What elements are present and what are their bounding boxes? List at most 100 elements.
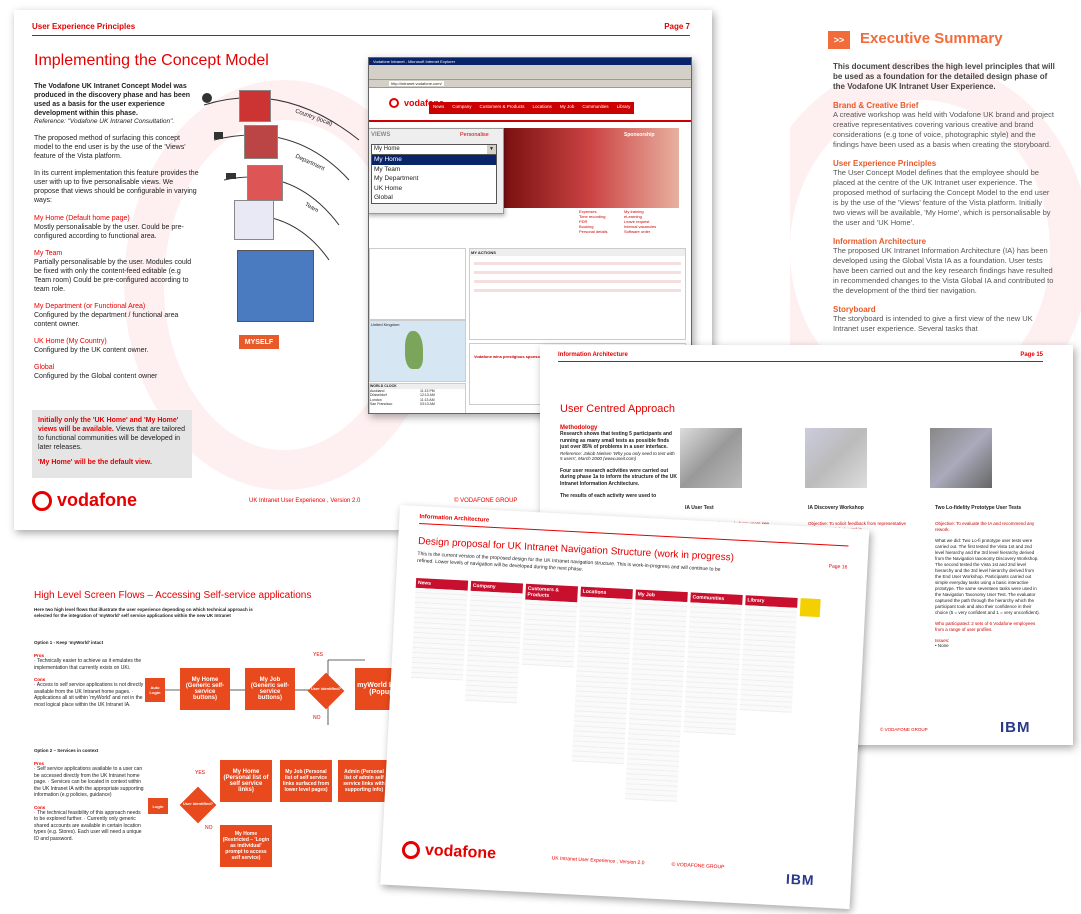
option-2-heading: Option 2 – Services in context [34,748,99,753]
quicklink[interactable]: Software order [624,229,651,234]
quicklink[interactable]: Time recording [579,214,606,219]
intro-reference: Reference: "Vodafone UK Intranet Consult… [34,118,175,125]
para-2: In its current implementation this featu… [34,170,199,204]
nav-item[interactable]: My Job [559,104,575,109]
flow-admin: Admin (Personal list of admin self servi… [338,760,390,802]
flow-1-connectors [163,659,365,725]
nav-column-customers: Customers & Products [521,583,578,668]
section-text: The proposed UK Intranet Information Arc… [833,246,1054,295]
nav-column-my-job: My Job [624,589,688,802]
view-desc: Mostly personalisable by the user. Could… [34,224,184,240]
page-stack-1 [239,90,271,122]
site-logo: vodafone [389,98,444,108]
section-text: The storyboard is intended to give a fir… [833,314,1033,333]
cons-heading: Cons [34,804,46,810]
page-stack-4 [234,200,274,240]
footer-right: © VODAFONE GROUP [671,861,725,871]
caption: Two Lo-fidelity Prototype User Tests [935,505,1022,511]
nav-item[interactable]: News [433,104,445,109]
nav-item[interactable]: Communities [582,104,609,109]
actions-panel: MY ACTIONS [469,248,686,340]
site-header: vodafone News Company Customers & Produc… [369,88,691,122]
method-3: The results of each activity were used t… [560,493,657,499]
quicklinks-2: My training eLearning Leave request Inte… [624,209,656,234]
view-title: UK Home (My Country) [34,338,107,345]
hero-banner [504,128,679,208]
cons-heading: Cons [34,677,46,682]
nav-item[interactable]: Customers & Products [479,104,525,109]
flow-decision-label: User identified? [310,686,342,691]
caption: IA User Test [685,505,714,511]
dropdown-option[interactable]: UK Home [374,184,403,192]
map-title: United Kingdom [371,322,400,327]
vodafone-logo: vodafone [401,840,496,864]
uk-map [405,331,423,369]
legend-swatch [799,598,821,618]
view-title: Global [34,364,55,371]
views-options: My Home My Team My Department UK Home Gl… [371,154,497,204]
footer-right: © VODAFONE GROUP [880,727,928,732]
quicklink[interactable]: Booking [579,224,594,229]
photo-ia-user-test [680,428,742,488]
page-title: High Level Screen Flows – Accessing Self… [34,590,312,601]
news-headline[interactable]: Vodafone wins prestigious sponsorship aw… [474,354,563,359]
quicklink[interactable]: My training [624,209,644,214]
site-logo-icon [389,98,399,108]
method-heading: Methodology [560,425,598,431]
section-heading: User Experience Principles [833,159,937,168]
section-heading: Storyboard [833,305,876,314]
header-rule [558,361,1043,362]
quicklink[interactable]: Personal details [579,229,608,234]
issues-text: • None [935,643,949,648]
pros-heading: Pros [34,761,45,766]
views-widget: VIEWS Personalise My Home ▼ My Home My T… [369,128,504,214]
issues-heading: Issues: [935,638,950,643]
view-desc: Configured by the UK content owner. [34,347,149,354]
dropdown-option[interactable]: Global [374,194,393,201]
method-ref: Reference: Jakob Nielsen 'Why you only n… [560,450,675,462]
dropdown-option[interactable]: My Home [372,155,496,165]
section-text: The User Concept Model defines that the … [833,168,1051,227]
intro-text: Here two high level flows that illustrat… [34,607,253,618]
dropdown-option[interactable]: My Team [374,165,401,173]
section-marker: >> [828,31,850,49]
section-heading: Brand & Creative Brief [833,101,919,110]
method-2: Four user research activities were carri… [560,467,677,487]
personalise-link[interactable]: Personalise [460,132,489,138]
photo-prototype-test [930,428,992,488]
vodafone-logo: vodafone [32,490,137,511]
nav-item[interactable]: Library [616,104,631,109]
quicklink[interactable]: Leave request [624,219,650,224]
who-participated: Who participated: 2 sets of 6 Vodafone e… [935,621,1036,632]
flow-my-job: My Job (Generic self-service buttons) [245,668,295,710]
nav-item[interactable]: Locations [532,104,552,109]
header-left: User Experience Principles [32,22,136,31]
ibm-logo: IBM [1000,719,1031,736]
dropdown-option[interactable]: My Department [374,175,419,182]
yes-label: YES [195,770,206,776]
address-input[interactable]: http://intranet.vodafone.com/ [389,81,444,86]
quicklink[interactable]: Expenses [579,209,597,214]
myself-label: MYSELF [239,335,279,349]
footer-center: UK Intranet User Experience , Version 2.… [551,855,645,867]
header-left: Information Architecture [419,514,490,524]
view-desc: Partially personalisable by the user. Mo… [34,259,192,293]
quicklink[interactable]: PDR [579,219,588,224]
quicklink[interactable]: eLearning [624,214,642,219]
view-title: My Department (or Functional Area) [34,303,146,310]
page-stack-5 [237,250,314,322]
quicklink[interactable]: Internal vacancies [624,224,657,229]
intro-bold: The Vodafone UK Intranet Concept Model w… [34,83,190,117]
method-bold: Research shows that testing 5 participan… [560,431,672,450]
para-1: The proposed method of surfacing this co… [34,135,186,160]
section-heading: Information Architecture [833,237,927,246]
footer-right: © VODAFONE GROUP [454,498,518,504]
header-right: Page 15 [1020,352,1043,358]
nav-item[interactable]: Company [452,104,472,109]
objective: Objective: To evaluate the IA and recomm… [935,521,1035,532]
nav-column-locations: Locations [571,586,633,765]
flow-decision-label: User identified? [182,801,214,806]
option-1-heading: Option 1 - Keep 'myWorld' intact [34,640,104,645]
page-stack-2 [244,125,278,159]
address-bar: http://intranet.vodafone.com/ [369,80,691,88]
